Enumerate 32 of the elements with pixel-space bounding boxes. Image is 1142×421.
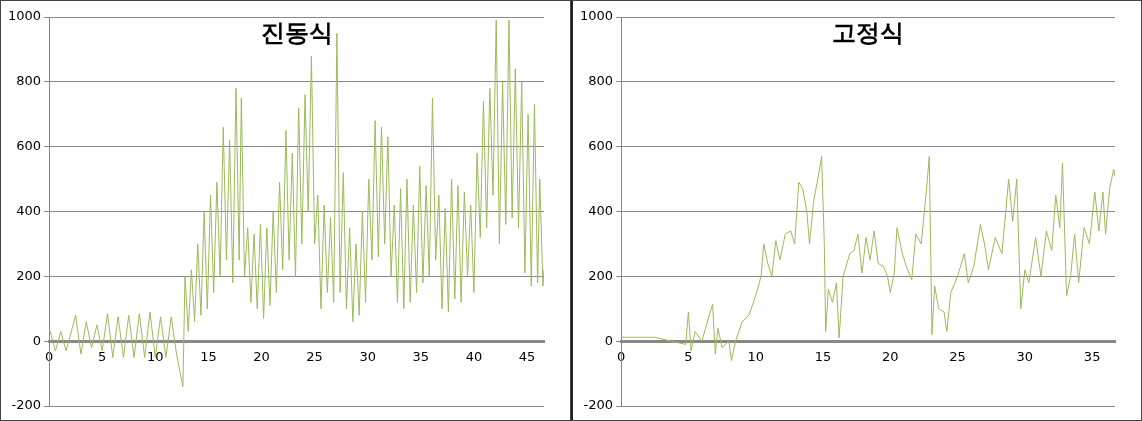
- x-tick-label: 5: [683, 349, 693, 365]
- y-tick-label: 0: [604, 332, 613, 348]
- x-tick-label: 35: [412, 349, 430, 365]
- y-tick-label: 800: [587, 73, 613, 89]
- y-tick-label: 200: [587, 267, 613, 283]
- x-tick-label: 15: [200, 349, 217, 365]
- y-tick-label: 800: [16, 73, 42, 89]
- y-tick-label: 200: [16, 267, 42, 283]
- x-tick-label: 10: [746, 349, 764, 365]
- x-tick-label: 30: [1016, 349, 1033, 365]
- x-tick-label: 35: [1083, 349, 1100, 365]
- x-tick-label: 30: [359, 349, 376, 365]
- y-tick-label: 600: [587, 138, 613, 154]
- chart-title: 고정식: [831, 19, 904, 48]
- y-tick-label: -200: [11, 397, 42, 413]
- y-tick-label: 400: [587, 202, 613, 218]
- x-tick-label: 25: [306, 349, 323, 365]
- x-tick-label: 45: [518, 349, 536, 365]
- chart-title: 진동식: [260, 19, 333, 48]
- y-tick-label: 400: [16, 202, 42, 218]
- x-tick-label: 10: [147, 349, 164, 365]
- y-tick-label: -200: [583, 397, 613, 413]
- y-tick-label: 0: [32, 332, 42, 348]
- x-tick-label: 5: [98, 349, 107, 365]
- x-tick-label: 40: [465, 349, 483, 365]
- y-tick-label: 1000: [579, 8, 613, 24]
- y-tick-label: 1000: [7, 8, 42, 24]
- x-tick-label: 15: [814, 349, 831, 365]
- y-tick-label: 600: [16, 138, 42, 154]
- x-tick-label: 20: [253, 349, 270, 365]
- x-tick-label: 25: [948, 349, 966, 365]
- x-tick-label: 20: [881, 349, 899, 365]
